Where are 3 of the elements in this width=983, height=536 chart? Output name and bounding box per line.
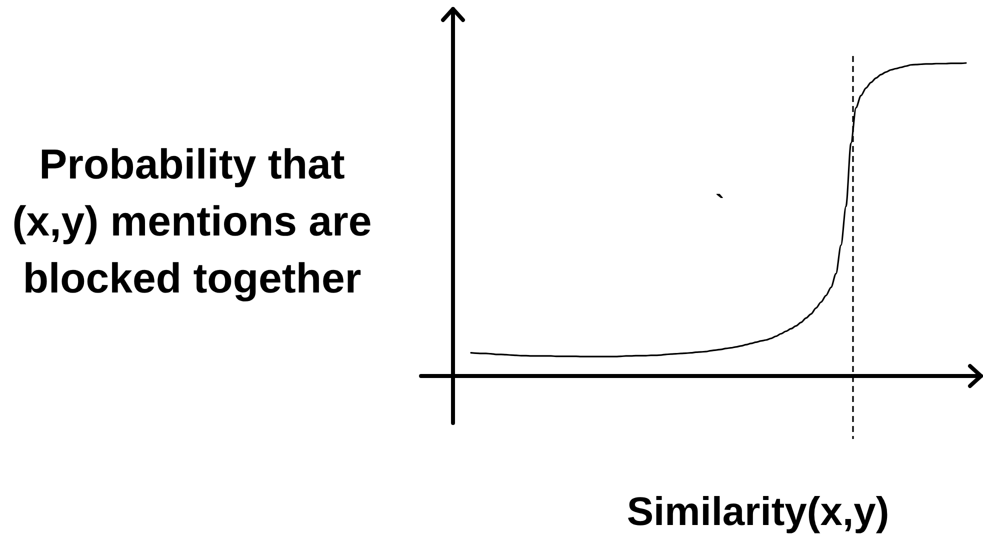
x-axis-title: Similarity(x,y) xyxy=(626,490,890,534)
annotation: ` xyxy=(716,189,724,219)
y-axis-title: Probability that (x,y) mentions are blocked together xyxy=(12,140,372,302)
